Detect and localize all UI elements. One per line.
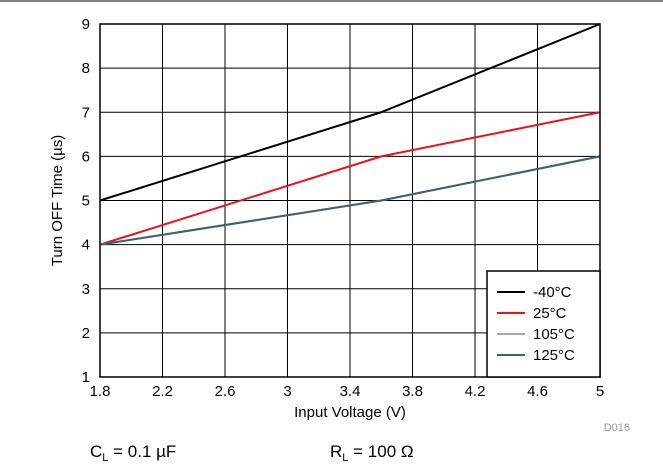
rl-symbol: R (330, 442, 342, 461)
plot-frame (99, 23, 601, 378)
x-axis-title: Input Voltage (V) (294, 404, 406, 421)
x-tick-label: 2.6 (215, 383, 236, 400)
x-tick-label: 4.2 (465, 383, 486, 400)
figure-id: D016 (604, 422, 630, 434)
y-tick-label: 4 (82, 237, 90, 254)
y-tick-label: 5 (82, 193, 90, 210)
series-line (99, 111, 601, 246)
x-tick-label: 3 (283, 383, 291, 400)
series-line (99, 155, 601, 246)
cl-subscript: L (102, 452, 108, 464)
rl-value: = 100 Ω (348, 442, 413, 461)
legend-label: 125°C (533, 347, 575, 364)
series-line (99, 23, 601, 202)
legend-box (486, 270, 601, 378)
legend-label: 105°C (533, 326, 575, 343)
x-tick-label: 3.8 (402, 383, 423, 400)
legend-label: -40°C (533, 284, 572, 301)
cl-symbol: C (90, 442, 102, 461)
rl-subscript: L (342, 452, 348, 464)
y-tick-label: 1 (82, 369, 90, 386)
y-tick-label: 6 (82, 148, 90, 165)
y-tick-label: 9 (82, 16, 90, 33)
y-axis-title: Turn OFF Time (µs) (49, 135, 66, 266)
capacitance-condition: CL = 0.1 µF (90, 442, 176, 464)
series-lines (99, 23, 601, 246)
legend-label: 25°C (533, 305, 567, 322)
x-tick-label: 1.8 (90, 383, 111, 400)
x-tick-label: 4.6 (527, 383, 548, 400)
y-tick-label: 3 (82, 281, 90, 298)
cl-value: = 0.1 µF (108, 442, 176, 461)
tick-labels: 1.8 2.2 2.6 3 3.4 3.8 4.2 4.6 5 1 2 3 4 5 6 7 8 9 (82, 16, 605, 400)
x-tick-label: 3.4 (340, 383, 361, 400)
y-tick-label: 8 (82, 60, 90, 77)
resistance-condition: RL = 100 Ω (330, 442, 414, 464)
x-tick-label: 5 (596, 383, 604, 400)
y-tick-label: 7 (82, 104, 90, 121)
legend: -40°C 25°C 105°C 125°C (486, 270, 601, 378)
x-tick-label: 2.2 (152, 383, 173, 400)
y-tick-label: 2 (82, 325, 90, 342)
